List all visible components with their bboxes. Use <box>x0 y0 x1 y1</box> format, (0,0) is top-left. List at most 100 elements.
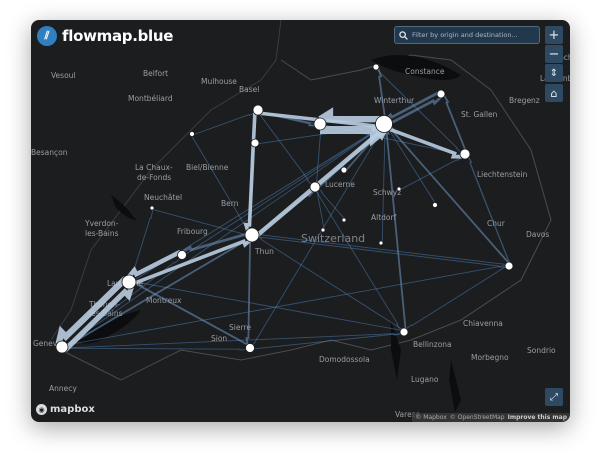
place-label: Sierre <box>229 323 251 332</box>
place-label: Schwyz <box>373 188 401 197</box>
place-label: Lugano <box>411 375 439 384</box>
flow-line[interactable] <box>129 280 405 332</box>
place-label: Yverdon- <box>84 219 119 228</box>
place-label: St. Gallen <box>461 110 498 119</box>
place-label: Belfort <box>143 69 168 78</box>
location-node[interactable] <box>459 148 471 160</box>
place-label: Geneva <box>33 339 62 348</box>
flow-line[interactable] <box>129 279 252 348</box>
place-label: Annecy <box>49 384 77 393</box>
place-label: Constance <box>405 67 445 76</box>
flowmap-logo-icon: ⫽ <box>37 26 57 46</box>
attribution-osm-link[interactable]: © OpenStreetMap <box>449 414 505 421</box>
place-label: Besançon <box>31 148 68 157</box>
flow-line[interactable] <box>384 123 407 332</box>
app-title: flowmap.blue <box>62 27 174 45</box>
flow-line[interactable] <box>62 255 184 349</box>
place-label: Bregenz <box>509 96 540 105</box>
flow-line[interactable] <box>320 125 387 147</box>
search-box[interactable] <box>394 26 540 44</box>
place-label: Chur <box>487 219 506 228</box>
place-label: Davos <box>526 230 549 239</box>
attribution: © Mapbox © OpenStreetMap Improve this ma… <box>412 413 570 422</box>
home-icon[interactable]: ⌂ <box>545 84 563 102</box>
flow-line[interactable] <box>180 231 252 254</box>
flow-line[interactable] <box>251 235 509 268</box>
place-label: Fribourg <box>177 227 208 236</box>
flow-line[interactable] <box>318 107 384 123</box>
compass-icon[interactable]: ⇕ <box>545 64 563 82</box>
flow-line[interactable] <box>192 110 259 136</box>
location-node[interactable] <box>313 117 327 131</box>
search-input[interactable] <box>412 31 537 39</box>
flow-line[interactable] <box>381 124 387 244</box>
flow-line[interactable] <box>384 122 512 266</box>
location-node[interactable] <box>252 104 264 116</box>
attribution-mapbox-link[interactable]: © Mapbox <box>415 414 447 421</box>
flow-line[interactable] <box>245 234 252 349</box>
place-label: Sondrio <box>527 346 556 355</box>
location-node[interactable] <box>432 202 438 208</box>
location-node[interactable] <box>340 166 348 174</box>
mapbox-logo[interactable]: ◉ mapbox <box>36 404 95 415</box>
app-logo[interactable]: ⫽ flowmap.blue <box>37 26 173 46</box>
location-node[interactable] <box>396 186 402 192</box>
place-label: Montreux <box>146 296 182 305</box>
flow-line[interactable] <box>252 233 510 266</box>
zoom-in-button[interactable]: + <box>545 26 563 44</box>
location-node[interactable] <box>341 217 347 223</box>
improve-map-link[interactable]: Improve this map <box>507 414 567 421</box>
place-label: Altdorf <box>371 213 397 222</box>
location-node[interactable] <box>309 181 321 193</box>
search-icon <box>399 30 408 40</box>
location-node[interactable] <box>375 115 393 133</box>
location-node[interactable] <box>177 250 187 260</box>
flow-line[interactable] <box>55 276 128 345</box>
place-label: Montbéliard <box>128 94 173 103</box>
place-label: Neuchâtel <box>144 193 182 202</box>
place-label: Mulhouse <box>201 77 237 86</box>
location-node[interactable] <box>504 261 514 271</box>
map-container[interactable]: Vesoul Belfort Mulhouse Basel Montbéliard Bes… <box>31 20 570 422</box>
flow-line[interactable] <box>313 187 404 333</box>
flow-line[interactable] <box>129 208 154 283</box>
flow-line[interactable] <box>376 66 387 124</box>
flow-line[interactable] <box>190 134 252 236</box>
place-label: Sch <box>559 53 570 62</box>
flow-line[interactable] <box>441 92 468 154</box>
place-label: Sion <box>211 334 227 343</box>
flow-line[interactable] <box>399 154 466 191</box>
location-node[interactable] <box>121 274 137 290</box>
location-node[interactable] <box>436 89 446 99</box>
location-node[interactable] <box>149 205 155 211</box>
place-label: Varese <box>395 410 421 419</box>
flow-line[interactable] <box>403 264 509 332</box>
location-node[interactable] <box>55 340 69 354</box>
location-node[interactable] <box>189 131 195 137</box>
location-node[interactable] <box>244 227 260 243</box>
location-node[interactable] <box>250 138 260 148</box>
flow-line[interactable] <box>465 153 512 266</box>
place-label: Thonon- <box>88 300 120 309</box>
place-label: Morbegno <box>471 353 509 362</box>
flow-line[interactable] <box>61 347 251 351</box>
flow-line[interactable] <box>125 249 182 281</box>
place-label: Vesoul <box>51 71 76 80</box>
place-label: Chiavenna <box>463 319 503 328</box>
location-node[interactable] <box>378 240 384 246</box>
flow-line[interactable] <box>382 125 464 159</box>
flow-line[interactable] <box>250 332 405 350</box>
location-node[interactable] <box>399 327 409 337</box>
fullscreen-button[interactable]: ⤢ <box>545 388 563 406</box>
flow-line[interactable] <box>63 284 135 352</box>
flow-line[interactable] <box>384 95 444 128</box>
flow-line[interactable] <box>252 233 405 332</box>
location-node[interactable] <box>320 227 326 233</box>
place-label: Liechtenstein <box>477 170 528 179</box>
location-node[interactable] <box>245 343 255 353</box>
zoom-out-button[interactable]: − <box>545 45 563 63</box>
flow-line[interactable] <box>252 125 389 240</box>
place-label: Basel <box>239 85 259 94</box>
location-node[interactable] <box>372 63 380 71</box>
